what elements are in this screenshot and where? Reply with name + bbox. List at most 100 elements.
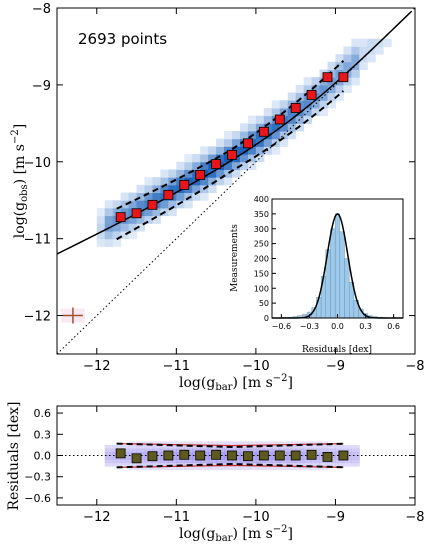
residual-heatmap-cell [279, 448, 289, 453]
residual-x-tick-label: −11 [163, 510, 190, 525]
inset-y-ticks: 0 50 100 150 200 250 300 350 400 [254, 195, 276, 323]
residual-binned-point [306, 449, 317, 460]
residual-heatmap-cell [144, 466, 153, 471]
x-tick-label: −10 [242, 359, 269, 374]
heatmap-cell [184, 200, 193, 209]
residual-heatmap-cell [351, 462, 360, 467]
heatmap-cell [303, 84, 313, 94]
heatmap-cell [359, 38, 368, 47]
inset-x-tick-label: −0.3 [300, 322, 319, 331]
heatmap-cell [96, 207, 106, 217]
residual-heatmap-cell [200, 462, 209, 467]
heatmap-cell [271, 131, 281, 140]
residual-heatmap-cell [232, 466, 241, 471]
residual-heatmap-cell [271, 462, 281, 467]
residual-heatmap-cell [104, 451, 114, 456]
residual-heatmap-cell [287, 459, 297, 464]
heatmap-cell [112, 223, 122, 232]
inset-y-axis-label: Measurements [230, 224, 240, 292]
inset-y-tick-label: 250 [254, 240, 269, 249]
residual-x-axis-label: log(gbar) [m s−2] [179, 524, 293, 544]
residual-heatmap-cell [295, 466, 305, 471]
inset-y-tick-label: 200 [254, 255, 269, 264]
residual-heatmap-cell [239, 448, 249, 453]
heatmap-cell [112, 207, 122, 217]
histogram-bar [339, 231, 345, 319]
residual-heatmap-cell [192, 441, 201, 446]
heatmap-cell [192, 154, 201, 163]
main-y-ticks: −12 −11 −10 −9 −8 [24, 2, 415, 325]
residual-heatmap-cell [311, 441, 321, 446]
residual-x-tick-label: −8 [405, 510, 424, 525]
inset-x-ticks: −0.6 −0.3 0.0 0.3 0.6 [272, 314, 400, 331]
residual-heatmap-cell [335, 459, 344, 464]
residual-heatmap-cell [176, 459, 185, 464]
residual-heatmap-cell [200, 441, 209, 446]
heatmap-cell [168, 207, 177, 217]
heatmap-cell [232, 138, 241, 147]
residual-y-tick-label: −0.3 [24, 471, 51, 484]
heatmap-cell [247, 115, 257, 124]
residual-heatmap-cell [136, 448, 146, 453]
heatmap-cell [224, 131, 233, 140]
heatmap-cell [359, 61, 368, 71]
binned-point [179, 179, 190, 190]
residual-heatmap-cell [112, 462, 122, 467]
residual-heatmap-cell [216, 466, 225, 471]
heatmap-cell [351, 38, 360, 47]
heatmap-cell [367, 38, 376, 47]
histogram-bar [344, 258, 350, 319]
residual-heatmap-cell [184, 459, 193, 464]
residual-binned-point [258, 450, 269, 461]
residual-heatmap-cell [208, 459, 217, 464]
heatmap-cell [176, 200, 185, 209]
heatmap-cell [224, 177, 233, 186]
residual-heatmap-cell [144, 444, 153, 449]
heatmap-cell [351, 46, 360, 55]
residual-heatmap-cell [208, 441, 217, 446]
residual-heatmap-cell [176, 441, 185, 446]
residual-heatmap-cell [255, 448, 265, 453]
heatmap-cell [311, 107, 321, 117]
residual-heatmap-cell [192, 444, 201, 449]
heatmap-cell [152, 177, 161, 186]
heatmap-cell [112, 230, 122, 240]
heatmap-cell [136, 223, 146, 232]
residual-heatmap-cell [192, 462, 201, 467]
residual-heatmap-cell [184, 444, 193, 449]
residual-binned-point [243, 451, 253, 462]
heatmap-cell [96, 230, 106, 240]
residual-heatmap-cell [303, 441, 313, 446]
residual-heatmap-cell [128, 448, 138, 453]
heatmap-cell [319, 92, 328, 101]
y-tick-label: −9 [32, 79, 51, 94]
heatmap-cell [343, 61, 352, 71]
heatmap-cell [208, 169, 217, 178]
residual-x-ticks: −12 −11 −10 −9 −8 [83, 406, 425, 525]
heatmap-cell [224, 169, 233, 178]
heatmap-cell [303, 77, 313, 86]
heatmap-cell [287, 92, 297, 101]
heatmap-cell [239, 146, 249, 155]
histogram-bar [334, 213, 341, 319]
residual-binned-point [338, 450, 349, 461]
residual-heatmap-cell [279, 444, 289, 449]
binned-point [306, 89, 317, 100]
residual-heatmap-cell [160, 444, 169, 449]
inset-x-tick-label: 0.0 [331, 322, 344, 331]
residual-heatmap-cell [287, 466, 297, 471]
heatmap-cell [263, 138, 273, 147]
residual-heatmap-cell [200, 444, 209, 449]
residual-binned-point [227, 450, 237, 461]
heatmap-cell [208, 154, 217, 163]
residual-heatmap-cell [168, 441, 177, 446]
residual-heatmap-cell [295, 459, 305, 464]
heatmap-cell [176, 169, 185, 178]
heatmap-cell [311, 100, 321, 109]
heatmap-cell [208, 146, 217, 155]
heatmap-cell [327, 100, 336, 109]
residual-heatmap-cell [239, 466, 249, 471]
heatmap-cell [176, 192, 185, 201]
heatmap-cell [160, 169, 169, 178]
